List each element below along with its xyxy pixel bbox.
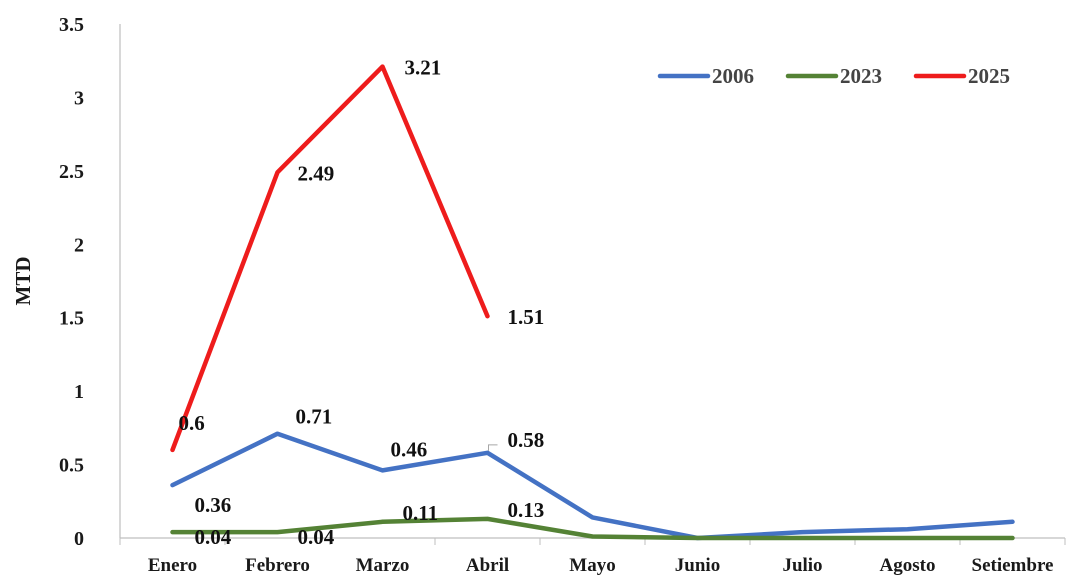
- x-tick-label: Setiembre: [972, 555, 1054, 576]
- data-label-2006: 0.71: [296, 405, 333, 429]
- data-labels-layer: 0.36 0.71 0.46 0.58 0.04 0.04 0.11 0.13 0.6 2.49 3…: [179, 56, 545, 550]
- x-tick-label: Agosto: [880, 555, 936, 576]
- x-tick-label: Junio: [675, 555, 720, 576]
- data-label-2023: 0.11: [403, 501, 439, 525]
- y-tick-label: 1: [74, 381, 84, 403]
- data-label-2023: 0.04: [298, 525, 335, 549]
- data-label-2006: 0.46: [391, 437, 428, 461]
- y-tick-label: 3: [74, 87, 84, 109]
- x-tick-label: Julio: [782, 555, 822, 576]
- series-line-2006: [170, 431, 1015, 541]
- data-label-2006: 0.58: [508, 428, 545, 452]
- data-label-2023: 0.13: [508, 498, 545, 522]
- x-tick-label: Enero: [148, 555, 197, 576]
- y-tick-label: 1.5: [59, 308, 84, 330]
- series-line-2025: [170, 64, 490, 453]
- legend: 2006 2023 2025: [657, 64, 1010, 88]
- y-tick-label: 0.5: [59, 455, 84, 477]
- data-label-2023: 0.04: [195, 525, 232, 549]
- label-leader-line: [488, 444, 498, 451]
- y-tick-label: 3.5: [59, 14, 84, 36]
- series-line-2023: [170, 516, 1015, 541]
- data-label-2025: 1.51: [508, 305, 545, 329]
- legend-label-2006: 2006: [712, 64, 754, 88]
- y-tick-label: 2: [74, 234, 84, 256]
- data-label-2025: 0.6: [179, 411, 205, 435]
- y-tick-label: 0: [74, 528, 84, 550]
- data-label-2006: 0.36: [195, 493, 232, 517]
- x-tick-label: Febrero: [245, 555, 310, 576]
- legend-label-2023: 2023: [840, 64, 882, 88]
- x-tick-label: Abril: [466, 555, 509, 576]
- data-label-2025: 3.21: [405, 56, 442, 80]
- data-label-2025: 2.49: [298, 161, 335, 185]
- series-lines-layer: [170, 64, 1015, 541]
- legend-label-2025: 2025: [968, 64, 1010, 88]
- y-axis-title: MTD: [11, 257, 35, 306]
- x-tick-label: Mayo: [569, 555, 615, 576]
- x-tick-label: Marzo: [356, 555, 410, 576]
- axes-layer: 0 0.5 1 1.5 2 2.5 3 3.5 Enero Febrero Marzo Abril Ma…: [11, 14, 1066, 576]
- y-tick-label: 2.5: [59, 161, 84, 183]
